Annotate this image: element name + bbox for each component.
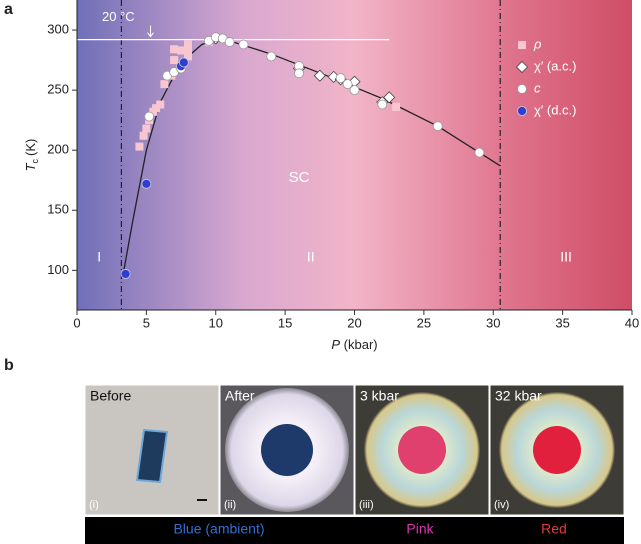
data-point <box>432 121 443 132</box>
y-axis-label: Tc (K) <box>23 139 40 172</box>
region-label: II <box>307 249 315 265</box>
photo <box>219 384 355 516</box>
x-tick-label: 5 <box>143 315 150 330</box>
data-point <box>474 147 485 158</box>
y-tick-label: 150 <box>47 202 69 217</box>
data-point <box>392 102 401 111</box>
panel-label: a <box>4 1 13 18</box>
x-tick-label: 10 <box>209 315 223 330</box>
photo-frame <box>219 384 355 516</box>
data-point <box>170 56 179 65</box>
color-bar-label: Red <box>541 521 567 537</box>
sample <box>533 426 581 474</box>
y-axis-label-unit: (K) <box>23 139 38 156</box>
data-point <box>152 104 161 113</box>
photo-index: (iii) <box>359 499 374 511</box>
data-point <box>224 37 235 47</box>
y-tick-label: 250 <box>47 82 69 97</box>
x-tick-label: 15 <box>278 315 292 330</box>
photo-frame <box>84 384 220 516</box>
data-point <box>170 45 179 54</box>
legend-marker <box>515 60 529 74</box>
data-point <box>178 57 189 68</box>
data-point <box>120 269 131 279</box>
plot-background <box>77 0 632 310</box>
x-tick-label: 40 <box>625 315 639 330</box>
data-point <box>266 51 277 62</box>
y-tick-label: 100 <box>47 262 69 277</box>
x-axis-label: P (kbar) <box>331 337 377 352</box>
room-temp-arrow <box>147 25 154 38</box>
data-point <box>160 80 169 89</box>
data-point <box>177 46 186 55</box>
data-point <box>313 69 326 82</box>
data-point <box>144 111 155 122</box>
data-point <box>184 40 192 49</box>
y-tick-label: 300 <box>47 21 69 36</box>
x-tick-label: 30 <box>486 315 500 330</box>
color-bar <box>85 517 624 544</box>
data-point <box>156 100 165 109</box>
data-point <box>349 85 360 96</box>
panel-label: b <box>4 357 14 374</box>
data-point <box>383 91 396 104</box>
y-axis-label-var: T <box>23 162 38 171</box>
data-point <box>238 39 249 50</box>
photo-label: 32 kbar <box>495 388 542 404</box>
photo <box>84 384 220 516</box>
x-axis-label-unit: (kbar) <box>344 337 378 352</box>
legend-marker <box>518 41 526 49</box>
y-axis-label-sub: c <box>30 158 40 163</box>
photo-index: (i) <box>89 499 99 511</box>
crystal <box>135 428 169 484</box>
data-point <box>342 79 353 90</box>
room-temp-label: 20 °C <box>102 9 135 24</box>
sc-label: SC <box>289 169 310 186</box>
x-tick-label: 20 <box>347 315 361 330</box>
photo-frame <box>354 384 490 516</box>
color-bar-label: Pink <box>406 521 434 537</box>
data-point <box>139 131 148 140</box>
photo-index: (iv) <box>494 499 509 511</box>
data-point <box>142 124 151 133</box>
photo-label: 3 kbar <box>360 388 399 404</box>
color-bar-label: Blue (ambient) <box>173 521 264 537</box>
legend-label: χ′ (d.c.) <box>534 102 577 117</box>
photo-index: (ii) <box>224 499 236 511</box>
data-point <box>294 68 304 79</box>
data-point <box>135 142 144 151</box>
data-point <box>184 45 192 54</box>
legend-marker <box>517 106 527 116</box>
photo-label: Before <box>90 388 131 404</box>
y-tick-label: 200 <box>47 142 69 157</box>
scale-bar <box>197 499 207 501</box>
region-label: III <box>560 249 572 265</box>
legend-label: χ′ (a.c.) <box>534 58 577 73</box>
x-tick-label: 35 <box>555 315 569 330</box>
sample <box>398 426 446 474</box>
photo <box>489 384 625 516</box>
sample <box>261 424 313 476</box>
x-tick-label: 25 <box>417 315 431 330</box>
data-point <box>377 99 388 110</box>
photo <box>354 384 490 516</box>
region-label: I <box>97 249 101 265</box>
legend-label: ρ <box>533 36 542 51</box>
photo-label: After <box>225 388 255 404</box>
data-point <box>141 178 152 189</box>
data-point <box>335 73 346 84</box>
photo-frame <box>489 384 625 516</box>
x-tick-label: 0 <box>73 315 80 330</box>
legend-marker <box>517 84 527 94</box>
data-point <box>184 52 192 61</box>
legend-label: c <box>534 80 541 95</box>
x-axis-label-var: P <box>331 337 340 352</box>
